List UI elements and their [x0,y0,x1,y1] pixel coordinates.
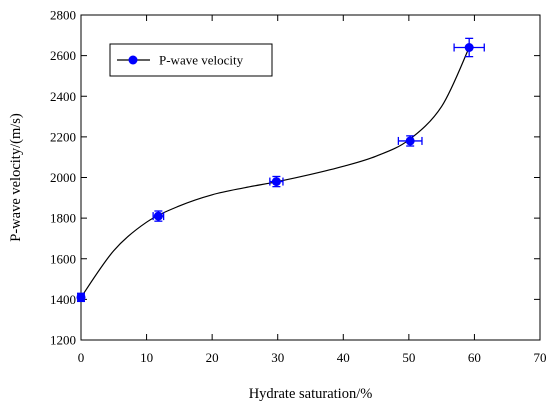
x-tick-label: 0 [78,350,85,365]
legend-label: P-wave velocity [159,53,244,68]
y-axis-title: P-wave velocity/(m/s) [8,113,24,242]
x-tick-label: 70 [534,350,547,365]
x-axis-ticks: 0 10 20 30 40 50 60 70 [78,15,547,365]
x-tick-label: 30 [271,350,284,365]
data-points [76,37,485,303]
y-tick-label: 1800 [50,211,76,226]
y-tick-label: 1400 [50,292,76,307]
data-marker [405,136,415,146]
y-tick-label: 1600 [50,251,76,266]
x-tick-label: 10 [140,350,153,365]
legend: P-wave velocity [109,43,273,77]
y-tick-label: 2600 [50,48,76,63]
y-tick-label: 2400 [50,89,76,104]
data-point [152,210,165,222]
x-tick-label: 40 [337,350,350,365]
data-point [76,292,86,303]
legend-marker [128,55,138,65]
data-point [453,37,485,58]
data-marker [153,211,163,221]
y-tick-label: 2000 [50,170,76,185]
data-marker [464,43,474,52]
x-axis-title: Hydrate saturation/% [249,386,373,402]
y-tick-label: 2200 [50,129,76,144]
x-tick-label: 20 [206,350,219,365]
data-point [397,135,423,147]
data-marker [76,292,86,302]
y-tick-label: 2800 [50,8,76,23]
x-tick-label: 60 [468,350,481,365]
fit-curve [80,47,470,298]
x-tick-label: 50 [402,350,415,365]
data-point [269,175,284,188]
y-tick-label: 1200 [50,333,76,348]
y-axis-ticks: 1200 1400 1600 1800 2000 2200 2400 2600 2800 [50,8,540,348]
data-marker [271,177,281,187]
